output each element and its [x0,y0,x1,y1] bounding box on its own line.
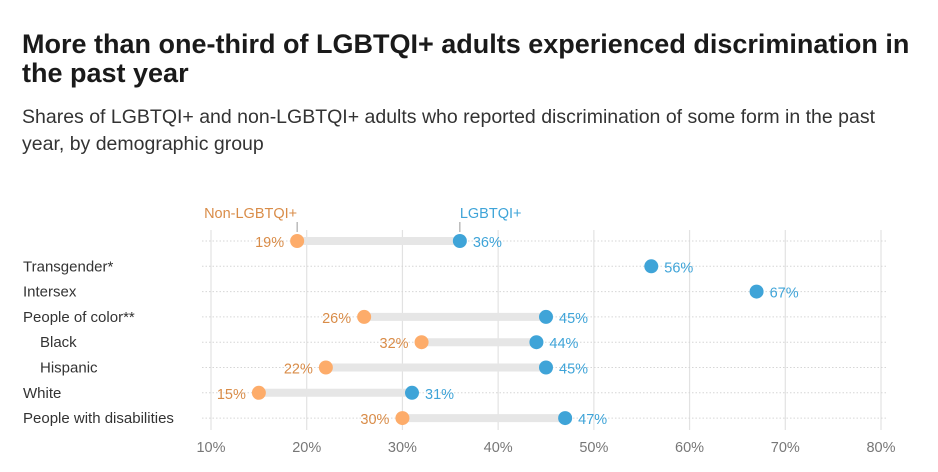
legend: Non-LGBTQI+ LGBTQI+ [204,206,522,232]
legend-lgbtqi: LGBTQI+ [460,206,522,222]
category-label: People of color** [23,309,135,326]
value-label-non-lgbtqi: 32% [380,336,409,352]
value-label-non-lgbtqi: 22% [284,362,313,378]
value-label-non-lgbtqi: 15% [217,387,246,403]
x-tick-label: 60% [675,440,704,456]
dot-non-lgbtqi [357,309,372,324]
dot-lgbtqi [644,259,659,274]
dot-non-lgbtqi [251,385,266,400]
value-label-lgbtqi: 36% [473,235,502,251]
value-label-lgbtqi: 45% [559,362,588,378]
chart-subtitle: Shares of LGBTQI+ and non-LGBTQI+ adults… [22,106,876,155]
category-label: Transgender* [23,258,113,275]
x-tick-label: 30% [388,440,417,456]
gridlines [210,230,882,430]
category-labels: Transgender* Intersex People of color** Bla… [23,258,174,427]
dot-lgbtqi [558,411,573,426]
category-label: Intersex [23,284,77,301]
value-label-lgbtqi: 56% [664,260,693,276]
data-points [251,234,764,426]
data-labels: 19% 36% 56% 67% 26% 45% 32% 44% 22% 45% 15% 31% 30% 4… [217,235,799,428]
category-label: Black [40,334,77,351]
x-tick-label: 80% [866,440,895,456]
x-tick-label: 40% [484,440,513,456]
x-tick-label: 20% [292,440,321,456]
category-label: People with disabilities [23,410,174,427]
x-axis-ticks: 10% 20% 30% 40% 50% 60% 70% 80% [196,440,895,456]
legend-non-lgbtqi: Non-LGBTQI+ [204,206,297,222]
dot-lgbtqi [539,309,553,324]
dot-lgbtqi [539,360,553,375]
value-label-non-lgbtqi: 19% [255,235,284,251]
value-label-lgbtqi: 31% [425,387,454,403]
dot-lgbtqi [749,284,764,299]
value-label-lgbtqi: 44% [549,336,578,352]
dot-lgbtqi [529,335,544,350]
dot-lgbtqi [452,234,467,248]
x-tick-label: 50% [579,440,608,456]
dot-non-lgbtqi [395,411,410,426]
value-label-lgbtqi: 45% [559,311,588,327]
value-label-lgbtqi: 47% [578,412,607,428]
category-label: Hispanic [40,360,98,377]
x-tick-label: 70% [771,440,800,456]
category-label: White [23,385,61,402]
x-tick-label: 10% [196,440,225,456]
chart-title: More than one-third of LGBTQI+ adults ex… [22,29,910,88]
value-label-lgbtqi: 67% [770,286,799,302]
dot-non-lgbtqi [414,335,429,350]
connectors [258,237,566,423]
value-label-non-lgbtqi: 26% [322,311,351,327]
dot-non-lgbtqi [290,234,305,248]
value-label-non-lgbtqi: 30% [360,412,389,428]
dot-non-lgbtqi [318,360,333,375]
dot-lgbtqi [405,385,419,400]
